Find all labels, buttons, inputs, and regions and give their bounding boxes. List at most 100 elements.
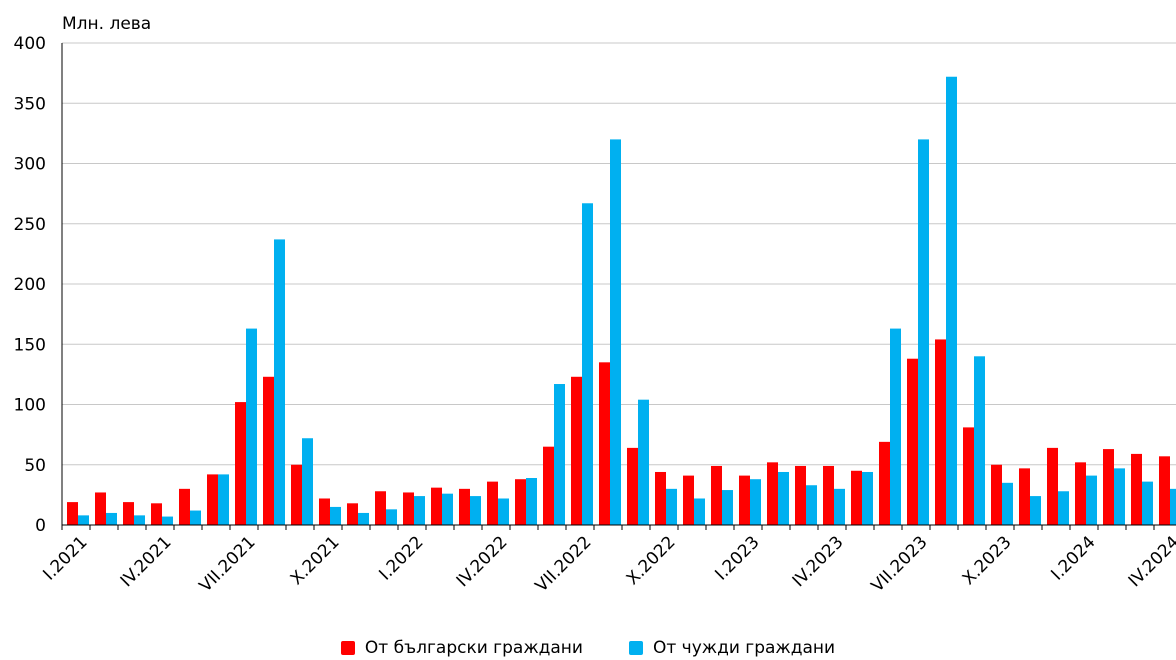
legend-label-foreign-citizens: От чужди граждани [652, 638, 836, 658]
y-tick-label: 400 [14, 34, 46, 54]
bar-bulgarian-citizens [207, 474, 218, 525]
bar-bulgarian-citizens [991, 464, 1002, 525]
bar-foreign-citizens [498, 498, 509, 525]
bar-foreign-citizens [1170, 488, 1176, 525]
bar-bulgarian-citizens [95, 492, 106, 525]
bar-bulgarian-citizens [571, 376, 582, 525]
bar-bulgarian-citizens [599, 362, 610, 525]
x-tick-label: I.2024 [1047, 532, 1099, 584]
bar-foreign-citizens [638, 399, 649, 525]
x-tick-label: VII.2021 [196, 532, 260, 596]
legend-item-foreign-citizens: От чужди граждани [628, 638, 836, 658]
bar-foreign-citizens [610, 139, 621, 525]
bar-foreign-citizens [190, 510, 201, 525]
y-tick-label: 150 [14, 335, 46, 355]
bar-foreign-citizens [778, 471, 789, 525]
bar-foreign-citizens [386, 509, 397, 525]
bar-foreign-citizens [806, 485, 817, 525]
bar-foreign-citizens [890, 328, 901, 525]
bar-bulgarian-citizens [879, 441, 890, 525]
y-axis-ticks: 0 50 100 150 200 250 300 350 400 [14, 34, 46, 536]
bar-bulgarian-citizens [375, 491, 386, 525]
bar-bulgarian-citizens [123, 502, 134, 525]
bar-foreign-citizens [1114, 468, 1125, 525]
bar-foreign-citizens [582, 203, 593, 525]
bar-foreign-citizens [330, 506, 341, 525]
bar-bulgarian-citizens [907, 358, 918, 525]
bar-foreign-citizens [162, 516, 173, 525]
bar-bulgarian-citizens [179, 488, 190, 525]
bar-bulgarian-citizens [151, 503, 162, 525]
bar-bulgarian-citizens [935, 339, 946, 525]
x-tick-label: X.2023 [959, 532, 1016, 589]
bar-bulgarian-citizens [1159, 456, 1170, 525]
y-tick-label: 50 [24, 456, 46, 476]
bar-bulgarian-citizens [739, 475, 750, 525]
bar-bulgarian-citizens [1131, 453, 1142, 525]
bar-foreign-citizens [946, 76, 957, 526]
x-tick-label: VII.2022 [532, 532, 596, 596]
bar-bulgarian-citizens [795, 465, 806, 525]
y-tick-label: 350 [14, 94, 46, 114]
y-tick-label: 250 [14, 215, 46, 235]
bar-bulgarian-citizens [459, 488, 470, 525]
bar-bulgarian-citizens [963, 427, 974, 525]
bar-bulgarian-citizens [1019, 468, 1030, 525]
legend-swatch-blue [628, 641, 643, 655]
bar-bulgarian-citizens [403, 492, 414, 525]
bar-bulgarian-citizens [823, 465, 834, 525]
bar-bulgarian-citizens [851, 470, 862, 525]
bar-foreign-citizens [526, 478, 537, 525]
x-tick-label: X.2021 [287, 532, 344, 589]
bar-foreign-citizens [470, 496, 481, 525]
bar-foreign-citizens [134, 515, 145, 525]
y-tick-label: 100 [14, 396, 46, 416]
x-tick-label: IV.2023 [789, 532, 848, 591]
bar-foreign-citizens [554, 384, 565, 525]
bar-bulgarian-citizens [319, 498, 330, 525]
bar-foreign-citizens [358, 512, 369, 525]
bar-foreign-citizens [274, 239, 285, 526]
x-tick-label: X.2022 [623, 532, 680, 589]
bar-foreign-citizens [1142, 481, 1153, 525]
x-tick-label: IV.2024 [1125, 532, 1176, 591]
bar-foreign-citizens [1002, 482, 1013, 525]
bar-foreign-citizens [722, 490, 733, 525]
y-axis-unit-label: Млн. лева [62, 14, 151, 34]
x-tick-label: VII.2023 [868, 532, 932, 596]
bar-foreign-citizens [694, 498, 705, 525]
bar-bulgarian-citizens [1047, 447, 1058, 525]
bar-bulgarian-citizens [347, 503, 358, 525]
bar-foreign-citizens [414, 496, 425, 525]
bar-foreign-citizens [750, 479, 761, 525]
x-tick-label: IV.2021 [117, 532, 176, 591]
bar-bulgarian-citizens [543, 446, 554, 525]
bar-bulgarian-citizens [515, 479, 526, 525]
bar-bulgarian-citizens [291, 464, 302, 525]
bar-foreign-citizens [246, 328, 257, 525]
bars [67, 76, 1176, 526]
bar-foreign-citizens [1086, 475, 1097, 525]
legend: От български граждани От чужди граждани [0, 636, 1176, 660]
legend-swatch-red [340, 641, 355, 655]
bar-bulgarian-citizens [235, 402, 246, 525]
bar-foreign-citizens [918, 139, 929, 525]
bar-bulgarian-citizens [655, 471, 666, 525]
bar-bulgarian-citizens [263, 376, 274, 525]
bar-foreign-citizens [834, 488, 845, 525]
bar-bulgarian-citizens [711, 465, 722, 525]
x-axis-ticks: I.2021 IV.2021 VII.2021 X.2021 I.2022 IV.2022… [39, 525, 1176, 596]
bar-bulgarian-citizens [683, 475, 694, 525]
y-tick-label: 300 [14, 155, 46, 175]
bar-foreign-citizens [974, 356, 985, 525]
x-tick-label: I.2022 [375, 532, 427, 584]
bar-foreign-citizens [302, 438, 313, 525]
bar-foreign-citizens [1058, 491, 1069, 525]
bar-foreign-citizens [862, 471, 873, 525]
bar-foreign-citizens [218, 474, 229, 525]
x-tick-label: IV.2022 [453, 532, 512, 591]
x-tick-label: I.2021 [39, 532, 91, 584]
legend-item-bulgarian-citizens: От български граждани [340, 638, 583, 658]
y-tick-label: 0 [35, 516, 46, 536]
bar-bulgarian-citizens [767, 462, 778, 525]
